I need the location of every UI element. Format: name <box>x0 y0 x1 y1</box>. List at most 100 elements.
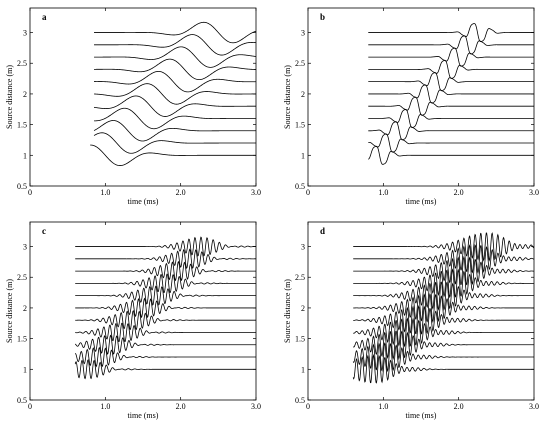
y-tick-label: 2 <box>301 304 305 313</box>
y-tick-label: 2 <box>23 90 27 99</box>
trace-line <box>75 297 256 319</box>
x-tick-label: 3.0 <box>251 402 261 411</box>
trace-line <box>94 21 257 44</box>
x-tick-label: 3.0 <box>529 402 539 411</box>
trace-line <box>90 144 256 166</box>
trace-line <box>353 304 534 335</box>
x-tick-label: 2.0 <box>176 188 186 197</box>
trace-line <box>368 47 534 67</box>
trace-line <box>75 248 256 270</box>
trace-line <box>353 293 534 324</box>
x-tick-label: 0 <box>28 402 32 411</box>
y-tick-label: 3 <box>301 29 305 38</box>
trace-line <box>93 132 256 154</box>
y-tick-label: 1.5 <box>295 335 305 344</box>
y-axis-label: Source distance (m) <box>283 65 292 129</box>
trace-line <box>94 46 257 68</box>
x-tick-label: 2.0 <box>454 188 464 197</box>
trace-line <box>352 353 534 384</box>
panel-c: c 0 1.0 2.0 3.0 0.5 1 1.5 2 2.5 3 time (ms) Source d… <box>5 221 261 420</box>
y-tick-label: 1 <box>23 151 27 160</box>
x-tick-label: 1.0 <box>100 188 110 197</box>
trace-line <box>368 35 534 55</box>
trace-line <box>368 133 534 153</box>
x-tick-label: 0 <box>28 188 32 197</box>
x-axis-label: time (ms) <box>406 197 437 206</box>
trace-line <box>93 95 256 117</box>
trace-line <box>368 96 534 116</box>
y-tick-label: 1.5 <box>17 121 27 130</box>
trace-line <box>368 23 534 43</box>
x-tick-label: 0 <box>306 402 310 411</box>
panel-b: b 0 1.0 2.0 3.0 0.5 1 1.5 2 2.5 3 time (ms) Source d… <box>283 7 539 206</box>
y-tick-label: 1.5 <box>295 121 305 130</box>
trace-line <box>94 58 256 81</box>
trace-line <box>353 255 535 286</box>
y-tick-label: 2.5 <box>17 59 27 68</box>
x-axis-label: time (ms) <box>128 197 159 206</box>
y-tick-label: 2.5 <box>295 273 305 282</box>
trace-line <box>368 108 534 128</box>
y-tick-label: 3 <box>301 243 305 252</box>
y-tick-label: 0.5 <box>295 182 305 191</box>
y-tick-label: 1.5 <box>17 335 27 344</box>
panel-a: a 0 1.0 2.0 3.0 0.5 1 1.5 2 2.5 3 time (ms) Source d… <box>5 7 261 206</box>
trace-line <box>368 72 534 92</box>
y-tick-label: 3 <box>23 29 27 38</box>
y-tick-label: 0.5 <box>17 182 27 191</box>
y-tick-label: 1 <box>301 151 305 160</box>
trace-line <box>353 244 535 275</box>
trace-line <box>352 330 534 361</box>
y-tick-label: 3 <box>23 243 27 252</box>
x-tick-label: 1.0 <box>378 402 388 411</box>
y-axis-label: Source distance (m) <box>283 279 292 343</box>
x-tick-label: 0 <box>306 188 310 197</box>
trace-line <box>94 107 256 130</box>
x-tick-label: 3.0 <box>251 188 261 197</box>
y-axis-label: Source distance (m) <box>5 279 14 343</box>
trace-line <box>352 342 534 373</box>
panel-d: d 0 1.0 2.0 3.0 0.5 1 1.5 2 2.5 3 time (ms) Source d… <box>283 221 539 420</box>
trace-line <box>75 273 256 293</box>
trace-line <box>75 322 256 343</box>
trace-line <box>353 317 534 348</box>
trace-line <box>75 285 256 306</box>
trace-line <box>74 359 256 380</box>
panel-label: c <box>42 226 46 236</box>
trace-line <box>75 310 256 331</box>
y-tick-label: 1 <box>301 365 305 374</box>
trace-line <box>93 120 256 142</box>
trace-line <box>94 34 257 56</box>
trace-line <box>94 71 256 93</box>
trace-line <box>94 83 256 105</box>
trace-line <box>75 260 256 282</box>
x-axis-label: time (ms) <box>128 411 159 420</box>
trace-line <box>75 236 257 257</box>
x-axis-label: time (ms) <box>406 411 437 420</box>
y-tick-label: 2.5 <box>17 273 27 282</box>
y-tick-label: 1 <box>23 365 27 374</box>
trace-line <box>368 121 534 141</box>
panel-label: b <box>320 12 325 22</box>
trace-line <box>353 268 535 299</box>
trace-line <box>353 281 534 311</box>
trace-line <box>353 232 535 262</box>
x-tick-label: 2.0 <box>454 402 464 411</box>
y-tick-label: 0.5 <box>17 396 27 405</box>
y-tick-label: 2 <box>23 304 27 313</box>
trace-line <box>368 59 534 79</box>
plot-frame <box>307 7 535 187</box>
y-tick-label: 0.5 <box>295 396 305 405</box>
trace-line <box>74 346 256 368</box>
x-tick-label: 1.0 <box>100 402 110 411</box>
y-tick-label: 2.5 <box>295 59 305 68</box>
x-tick-label: 2.0 <box>176 402 186 411</box>
x-tick-label: 1.0 <box>378 188 388 197</box>
panel-label: a <box>42 12 47 22</box>
trace-line <box>74 334 256 355</box>
plot-frame <box>29 221 257 401</box>
plot-frame <box>29 7 257 187</box>
x-tick-label: 3.0 <box>529 188 539 197</box>
panel-label: d <box>320 226 325 236</box>
